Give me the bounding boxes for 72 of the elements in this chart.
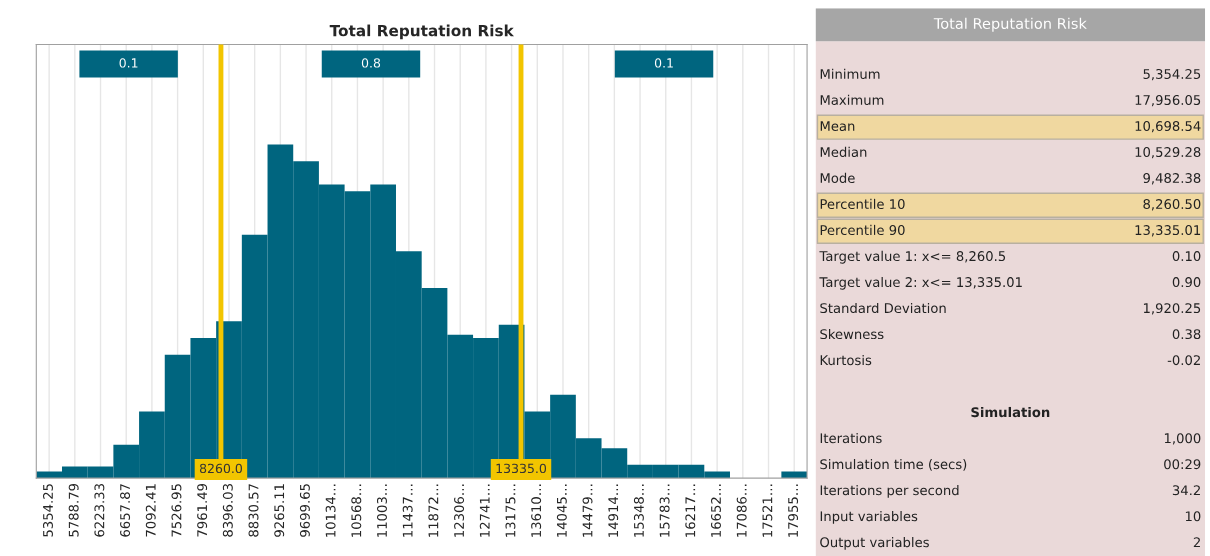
- category-label: Iterations: [820, 432, 882, 444]
- text: Total Reputation Risk: [933, 17, 1087, 32]
- category-label: Minimum: [820, 68, 880, 79]
- category-label: Percentile 90: [820, 224, 905, 236]
- text: 10,698.54: [1135, 121, 1201, 133]
- text: 34.2: [1172, 485, 1200, 496]
- category-label: Mode: [820, 172, 855, 184]
- text: 10: [1185, 511, 1201, 522]
- x-tick-label: 13610…: [531, 484, 542, 537]
- text: 0.10: [1172, 251, 1201, 262]
- category-label: Input variables: [820, 511, 918, 524]
- category-label: Simulation: [971, 406, 1050, 418]
- category-label: Output variables: [820, 537, 929, 550]
- x-tick-label: 11872…: [428, 484, 439, 537]
- x-tick-label: 7092.41: [145, 484, 156, 537]
- category-label: Skewness: [820, 328, 884, 340]
- category-label: Simulation time (secs): [820, 458, 967, 471]
- text: -0.02: [1167, 355, 1200, 366]
- x-tick-label: 8396.03: [222, 484, 233, 537]
- x-tick-label: 7961.49: [197, 483, 208, 537]
- ref-line-label: 13335.0: [496, 463, 547, 474]
- x-tick-label: 15348…: [633, 484, 644, 537]
- text: 00:29: [1164, 459, 1201, 470]
- x-tick-label: 11437…: [402, 484, 413, 537]
- x-tick-label: 17955…: [788, 484, 799, 537]
- x-tick-label: 8830.57: [248, 484, 259, 537]
- category-label: Standard Deviation: [820, 302, 946, 314]
- text: 0.1: [654, 58, 673, 68]
- x-tick-label: 12741…: [479, 484, 490, 537]
- text: 0.8: [361, 58, 381, 68]
- x-tick-label: 15783…: [659, 484, 670, 537]
- chart-title: Total Reputation Risk: [329, 24, 515, 40]
- x-tick-label: 14045…: [556, 484, 567, 537]
- x-tick-label: 16217…: [685, 484, 696, 537]
- category-label: Mean: [820, 121, 855, 132]
- text: 8,260.50: [1143, 199, 1201, 211]
- x-tick-label: 5788.79: [68, 483, 79, 537]
- x-tick-label: 12306…: [454, 484, 465, 537]
- x-tick-label: 6657.87: [120, 484, 131, 537]
- x-tick-label: 17521…: [762, 484, 773, 537]
- ref-line-label: 8260.0: [199, 463, 242, 474]
- x-tick-label: 14479…: [582, 484, 593, 537]
- text: 5,354.25: [1143, 69, 1201, 81]
- category-label: Target value 2: x<= 13,335.01: [819, 276, 1022, 290]
- text: 10,529.28: [1135, 147, 1201, 159]
- category-label: Percentile 10: [820, 198, 905, 210]
- x-tick-label: 7526.95: [171, 484, 182, 537]
- category-label: Target value 1: x<= 8,260.5: [819, 250, 1006, 264]
- text: 17,956.05: [1135, 95, 1201, 107]
- text: 13,335.01: [1135, 225, 1201, 237]
- x-tick-label: 10568…: [351, 484, 362, 537]
- text: 0.1: [119, 58, 138, 68]
- category-label: Median: [820, 146, 867, 158]
- x-tick-label: 9699.65: [299, 484, 310, 537]
- x-tick-label: 14914…: [608, 484, 619, 537]
- category-label: Maximum: [820, 94, 884, 105]
- x-tick-label: 13175…: [505, 484, 516, 537]
- x-tick-label: 10134…: [325, 484, 336, 537]
- category-label: Iterations per second: [820, 484, 959, 498]
- text: 0.38: [1172, 329, 1201, 340]
- text: 0.90: [1172, 277, 1201, 288]
- text: 2: [1193, 537, 1200, 548]
- x-tick-label: 11003…: [376, 484, 387, 537]
- text: 1,000: [1164, 433, 1201, 445]
- x-tick-label: 17086…: [736, 484, 747, 537]
- x-tick-label: 9265.11: [274, 484, 285, 537]
- text: 9,482.38: [1143, 173, 1201, 185]
- x-tick-label: 5354.25: [42, 484, 53, 537]
- text: 1,920.25: [1143, 303, 1201, 315]
- x-tick-label: 16652…: [710, 484, 721, 537]
- x-tick-label: 6223.33: [94, 484, 105, 537]
- category-label: Kurtosis: [820, 354, 872, 366]
